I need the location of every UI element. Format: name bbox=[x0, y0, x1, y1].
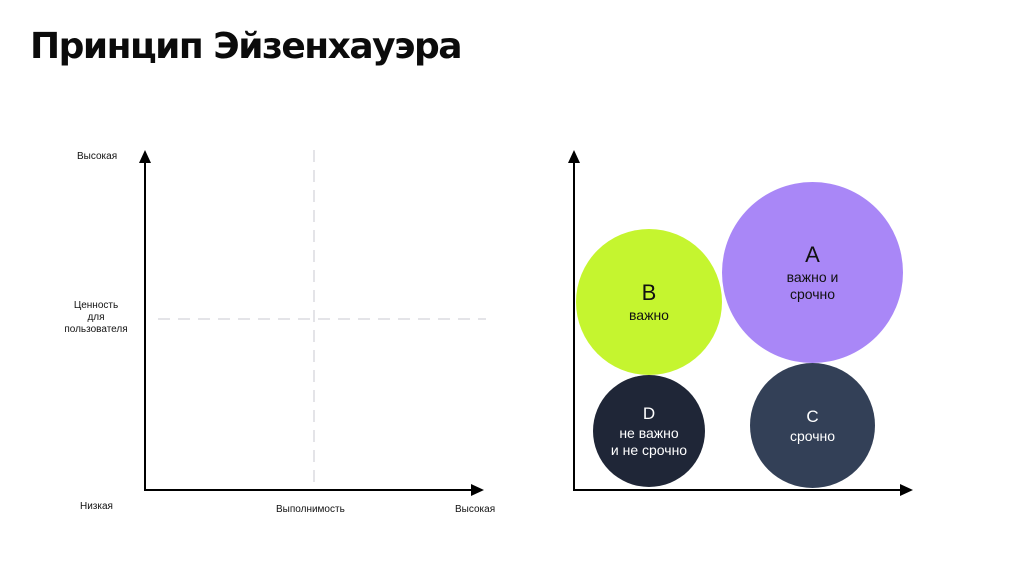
quadrant-d-desc-line-2: и не срочно bbox=[610, 441, 688, 458]
quadrant-circle-d: D не важно и не срочно bbox=[593, 375, 705, 487]
quadrant-a-desc: важно и срочно bbox=[787, 269, 839, 303]
page-title: Принцип Эйзенхауэра bbox=[30, 26, 463, 67]
y-axis-mid-label-line-3: пользователя bbox=[64, 324, 128, 335]
quadrant-circle-c: C срочно bbox=[750, 363, 875, 488]
left-x-axis-arrow bbox=[471, 484, 484, 496]
quadrant-b-desc: важно bbox=[629, 307, 669, 324]
x-axis-high-label: Высокая bbox=[455, 504, 496, 515]
quadrant-a-desc-line-1: важно и bbox=[786, 268, 839, 285]
y-axis-mid-label-line-2: для bbox=[87, 312, 105, 323]
right-x-axis-arrow bbox=[900, 484, 913, 496]
quadrant-c-desc: срочно bbox=[790, 428, 835, 445]
quadrant-circle-b: B важно bbox=[576, 229, 722, 375]
quadrant-a-letter: A bbox=[805, 241, 820, 267]
y-axis-mid-label-line-1: Ценность bbox=[73, 300, 119, 311]
quadrant-a-desc-line-2: срочно bbox=[789, 285, 836, 302]
quadrant-c-desc-line-1: срочно bbox=[789, 427, 836, 444]
x-axis-mid-label: Выполнимость bbox=[276, 504, 345, 515]
right-y-axis-arrow bbox=[568, 150, 580, 163]
quadrant-d-desc-line-1: не важно bbox=[619, 424, 679, 441]
y-axis-high-label: Высокая bbox=[77, 151, 118, 162]
quadrant-d-desc: не важно и не срочно bbox=[611, 425, 687, 459]
quadrant-b-desc-line-1: важно bbox=[629, 306, 669, 323]
quadrant-circle-a: A важно и срочно bbox=[722, 182, 903, 363]
quadrant-c-letter: C bbox=[806, 406, 819, 426]
y-axis-mid-label: Ценность для пользователя bbox=[60, 300, 132, 336]
quadrant-b-letter: B bbox=[641, 279, 657, 305]
y-axis-low-label: Низкая bbox=[80, 501, 113, 512]
left-y-axis-arrow bbox=[139, 150, 151, 163]
quadrant-d-letter: D bbox=[642, 403, 656, 423]
